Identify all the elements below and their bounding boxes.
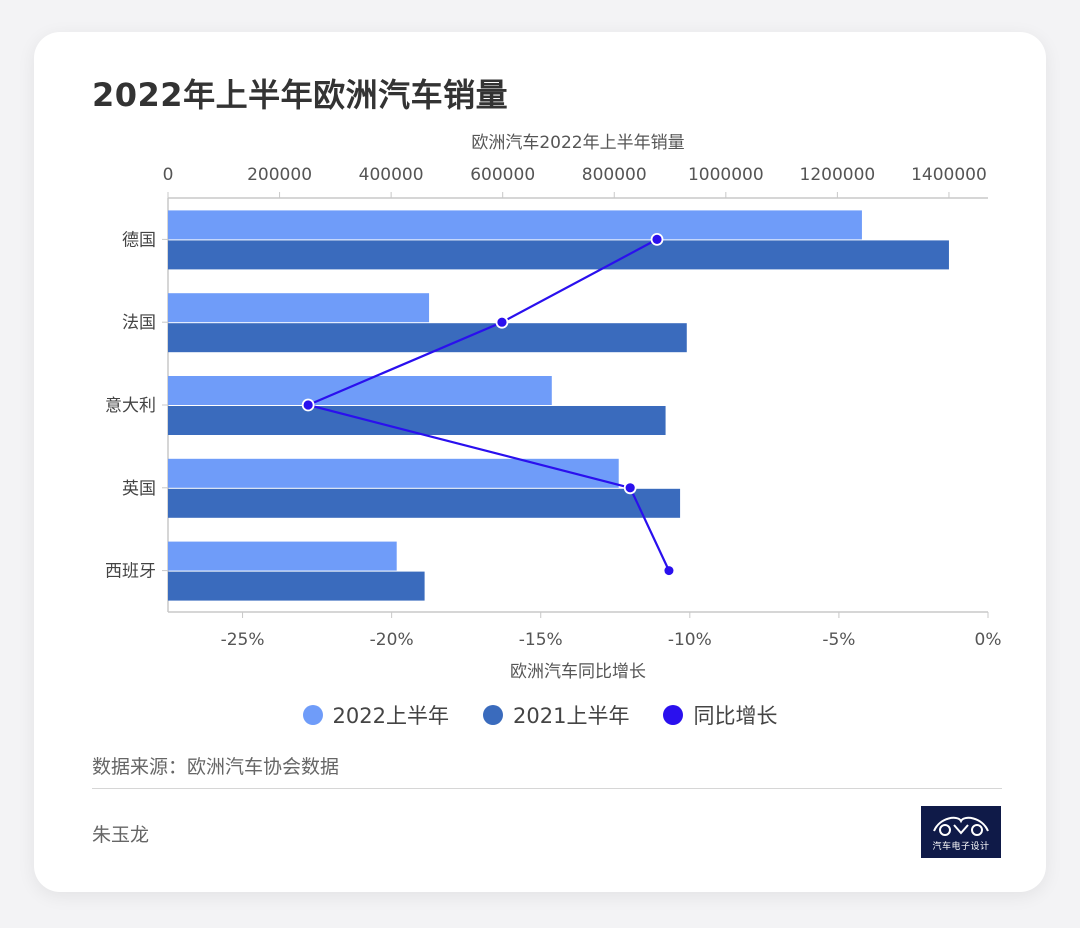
category-label: 英国 xyxy=(122,479,156,499)
car-logo-icon xyxy=(933,816,989,836)
bottom-axis: -25% -20% -15% -10% -5% 0% 欧洲汽车同比增长 xyxy=(168,611,1002,682)
bar-2022 xyxy=(168,376,552,405)
legend-item-growth[interactable]: 同比增长 xyxy=(663,700,777,730)
growth-point xyxy=(664,566,674,576)
author-name: 朱玉龙 xyxy=(92,824,150,846)
top-tick-label: 1200000 xyxy=(800,165,876,185)
growth-point xyxy=(623,481,637,495)
bottom-tick-label: -10% xyxy=(668,630,712,650)
chart-title: 2022年上半年欧洲汽车销量 xyxy=(92,76,509,114)
bar-2021 xyxy=(168,571,425,601)
top-axis: 0 200000 400000 600000 800000 1000000 1200000 1… xyxy=(163,133,988,199)
top-tick-label: 200000 xyxy=(247,165,312,185)
legend: 2022上半年 2021上半年 同比增长 xyxy=(0,700,1080,730)
bars xyxy=(168,210,949,601)
top-tick-label: 1000000 xyxy=(688,165,764,185)
data-source-note: 数据来源：欧洲汽车协会数据 xyxy=(92,756,340,778)
bar-2021 xyxy=(168,406,666,435)
brand-logo: 汽车电子设计 xyxy=(921,806,1001,858)
bottom-tick-label: -20% xyxy=(370,630,414,650)
bottom-tick-label: 0% xyxy=(975,630,1002,650)
bar-2021 xyxy=(168,488,681,518)
divider xyxy=(92,788,1002,789)
category-label: 西班牙 xyxy=(105,562,156,582)
bar-2021 xyxy=(168,240,949,270)
bar-2021 xyxy=(168,323,687,353)
top-tick-label: 0 xyxy=(163,165,174,185)
legend-dot-2022 xyxy=(302,705,323,725)
bar-2022 xyxy=(168,210,862,240)
bottom-tick-label: -25% xyxy=(221,630,265,650)
bottom-tick-label: -15% xyxy=(519,630,563,650)
legend-item-2021[interactable]: 2021上半年 xyxy=(483,700,629,730)
top-tick-label: 400000 xyxy=(359,165,424,185)
growth-point xyxy=(301,398,315,412)
top-tick-label: 800000 xyxy=(582,165,647,185)
logo-text: 汽车电子设计 xyxy=(932,841,990,852)
legend-label-2022: 2022上半年 xyxy=(332,704,449,728)
bottom-axis-title: 欧洲汽车同比增长 xyxy=(510,662,646,682)
growth-line-series xyxy=(301,232,674,576)
bottom-tick-label: -5% xyxy=(822,630,855,650)
top-axis-title: 欧洲汽车2022年上半年销量 xyxy=(471,133,684,153)
legend-item-2022[interactable]: 2022上半年 xyxy=(302,700,449,730)
growth-point xyxy=(650,232,664,246)
top-tick-label: 600000 xyxy=(470,165,535,185)
legend-dot-growth xyxy=(663,705,684,725)
category-label: 德国 xyxy=(122,230,156,250)
category-label: 法国 xyxy=(122,313,156,333)
chart-svg: 0 200000 400000 600000 800000 1000000 1200000 1… xyxy=(105,133,1002,682)
bar-2022 xyxy=(168,458,619,488)
top-tick-label: 1400000 xyxy=(911,165,987,185)
category-label: 意大利 xyxy=(105,396,156,416)
legend-label-2021: 2021上半年 xyxy=(513,704,630,728)
legend-dot-2021 xyxy=(483,705,503,725)
growth-point xyxy=(495,315,509,329)
bar-2022 xyxy=(168,293,430,323)
legend-label-growth: 同比增长 xyxy=(693,704,778,728)
bar-2022 xyxy=(168,541,397,571)
